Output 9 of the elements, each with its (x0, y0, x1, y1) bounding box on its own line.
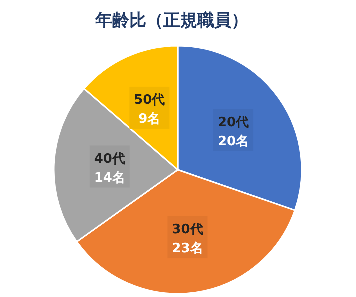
data-label: 14名 (94, 170, 126, 186)
data-label: 20名 (218, 134, 250, 150)
slice-label: 40代 (94, 152, 126, 167)
slice-label: 30代 (172, 222, 204, 238)
slice-label: 20代 (218, 115, 250, 130)
data-label: 9名 (138, 112, 161, 127)
slice-label: 50代 (134, 92, 166, 108)
chart-title: 年齢比（正規職員） (94, 11, 248, 31)
data-label: 23名 (172, 242, 204, 257)
